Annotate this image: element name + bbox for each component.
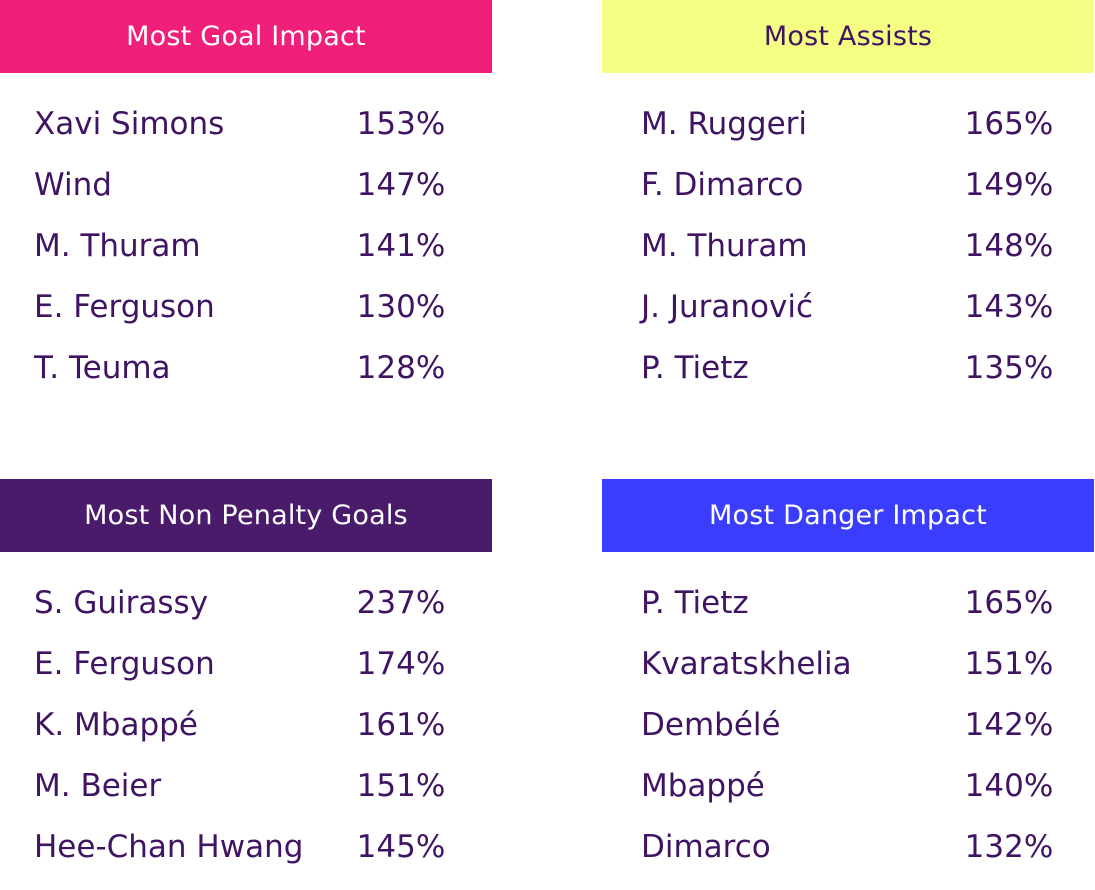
list-item: Hee-Chan Hwang 145% <box>0 829 492 890</box>
player-value: 145% <box>356 829 446 865</box>
player-name: M. Beier <box>34 768 162 804</box>
list-item: M. Ruggeri 165% <box>602 106 1094 167</box>
player-value: 140% <box>964 768 1054 804</box>
panel-header: Most Danger Impact <box>602 479 1094 552</box>
player-value: 128% <box>356 350 446 386</box>
list-item: F. Dimarco 149% <box>602 167 1094 228</box>
player-name: Wind <box>34 167 112 203</box>
player-value: 161% <box>356 707 446 743</box>
player-name: M. Thuram <box>34 228 201 264</box>
player-value: 142% <box>964 707 1054 743</box>
player-value: 130% <box>356 289 446 325</box>
player-name: Dembélé <box>641 707 781 743</box>
panel-header: Most Goal Impact <box>0 0 492 73</box>
list-item: T. Teuma 128% <box>0 350 492 411</box>
player-name: Kvaratskhelia <box>641 646 852 682</box>
player-name: J. Juranović <box>641 289 813 325</box>
panel-non-penalty-goals: Most Non Penalty Goals S. Guirassy 237% … <box>0 479 492 865</box>
player-value: 132% <box>964 829 1054 865</box>
list-item: M. Thuram 148% <box>602 228 1094 289</box>
player-name: K. Mbappé <box>34 707 198 743</box>
player-value: 143% <box>964 289 1054 325</box>
player-name: P. Tietz <box>641 350 749 386</box>
player-name: P. Tietz <box>641 585 749 621</box>
list-item: M. Thuram 141% <box>0 228 492 289</box>
player-name: E. Ferguson <box>34 646 215 682</box>
player-value: 237% <box>356 585 446 621</box>
list-item: P. Tietz 165% <box>602 585 1094 646</box>
player-value: 135% <box>964 350 1054 386</box>
list-item: S. Guirassy 237% <box>0 585 492 646</box>
panel-header: Most Non Penalty Goals <box>0 479 492 552</box>
player-value: 165% <box>964 106 1054 142</box>
panel-header: Most Assists <box>602 0 1094 73</box>
player-name: Xavi Simons <box>34 106 225 142</box>
list-item: K. Mbappé 161% <box>0 707 492 768</box>
player-name: Dimarco <box>641 829 771 865</box>
panel-goal-impact: Most Goal Impact Xavi Simons 153% Wind 1… <box>0 0 492 386</box>
list-item: Kvaratskhelia 151% <box>602 646 1094 707</box>
list-item: Dembélé 142% <box>602 707 1094 768</box>
list-item: M. Beier 151% <box>0 768 492 829</box>
player-value: 148% <box>964 228 1054 264</box>
player-name: F. Dimarco <box>641 167 804 203</box>
player-name: S. Guirassy <box>34 585 209 621</box>
list-item: J. Juranović 143% <box>602 289 1094 350</box>
player-value: 174% <box>356 646 446 682</box>
player-value: 147% <box>356 167 446 203</box>
player-value: 151% <box>964 646 1054 682</box>
player-value: 141% <box>356 228 446 264</box>
player-value: 149% <box>964 167 1054 203</box>
list-item: Mbappé 140% <box>602 768 1094 829</box>
list-item: Xavi Simons 153% <box>0 106 492 167</box>
panel-danger-impact: Most Danger Impact P. Tietz 165% Kvarats… <box>602 479 1094 865</box>
player-name: E. Ferguson <box>34 289 215 325</box>
list-item: Dimarco 132% <box>602 829 1094 890</box>
list-item: Wind 147% <box>0 167 492 228</box>
list-item: E. Ferguson 174% <box>0 646 492 707</box>
player-name: M. Thuram <box>641 228 808 264</box>
player-name: Mbappé <box>641 768 765 804</box>
player-value: 151% <box>356 768 446 804</box>
player-value: 153% <box>356 106 446 142</box>
player-value: 165% <box>964 585 1054 621</box>
list-item: P. Tietz 135% <box>602 350 1094 411</box>
player-name: M. Ruggeri <box>641 106 808 142</box>
player-name: Hee-Chan Hwang <box>34 829 304 865</box>
panel-assists: Most Assists M. Ruggeri 165% F. Dimarco … <box>602 0 1094 386</box>
list-item: E. Ferguson 130% <box>0 289 492 350</box>
player-name: T. Teuma <box>34 350 171 386</box>
